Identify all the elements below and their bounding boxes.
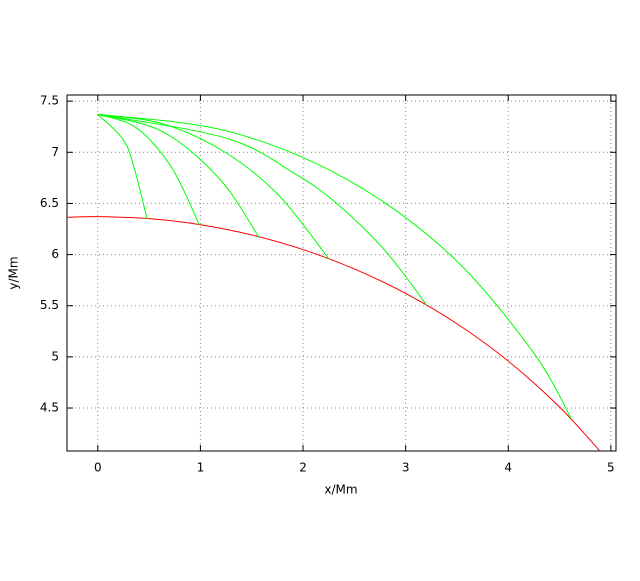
y-tick-label: 7.5 [40,94,59,108]
y-tick-label: 6 [51,247,59,261]
curve [67,216,601,451]
y-tick-label: 7 [51,145,59,159]
curve [97,113,573,420]
x-tick-label: 5 [607,461,615,475]
y-tick-label: 4.5 [40,401,59,415]
y-axis-label: y/Mm [7,256,21,289]
curve [97,113,200,226]
x-axis-label: x/Mm [324,483,357,497]
x-tick-label: 0 [94,461,102,475]
plot-border [66,94,617,452]
x-tick-label: 3 [402,461,410,475]
curve [97,113,330,259]
curve [97,113,260,238]
x-tick-label: 1 [197,461,205,475]
curve [97,113,148,219]
y-tick-label: 5.5 [40,298,59,312]
x-tick-label: 4 [504,461,512,475]
curve [97,113,428,306]
y-tick-label: 5 [51,349,59,363]
y-tick-label: 6.5 [40,196,59,210]
x-tick-label: 2 [299,461,307,475]
